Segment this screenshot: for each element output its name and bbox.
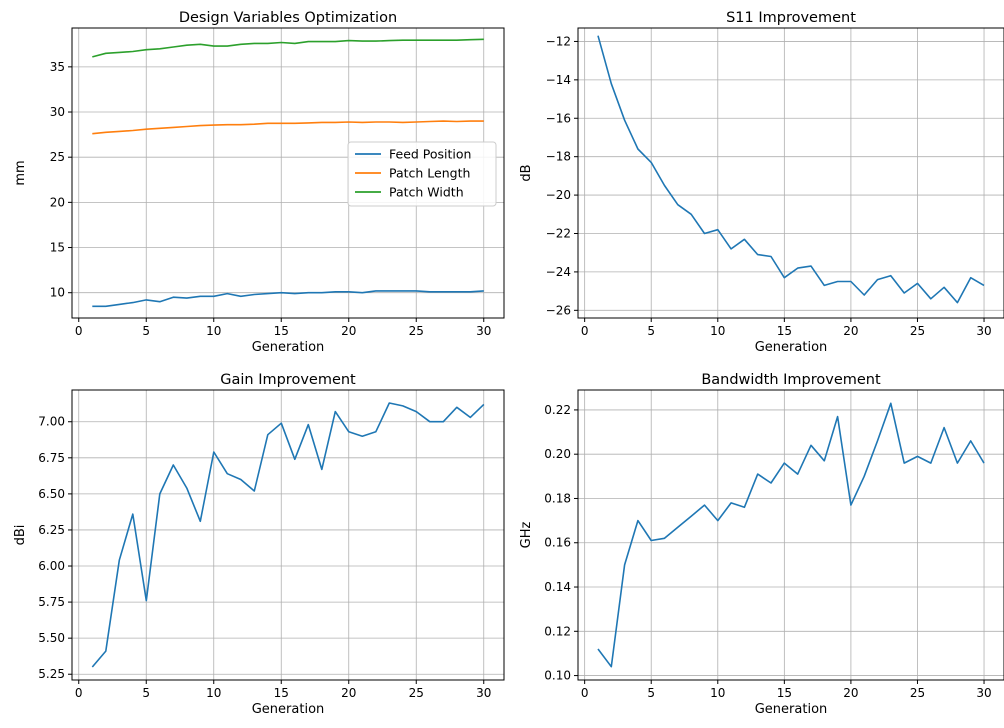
y-tick-label: 0.20	[544, 447, 571, 461]
chart-title: Gain Improvement	[220, 372, 356, 388]
chart-panel-2: 0 5 10 15 20 25 30 −26 −24 −22 −20 −18 −16 −14 −12 S11 …	[519, 10, 1004, 355]
y-tick-label: 0.16	[544, 536, 571, 550]
series-line-patch-width	[92, 38, 484, 58]
x-tick-label: 30	[976, 686, 991, 700]
x-tick-label: 15	[777, 324, 792, 338]
x-tick-label: 0	[75, 324, 83, 338]
legend: Feed Position Patch Length Patch Width	[347, 141, 497, 207]
y-tick-label: 10	[50, 286, 65, 300]
series-line-1	[91, 402, 485, 668]
y-tick-label: 20	[50, 195, 65, 209]
x-tick-label: 25	[910, 324, 925, 338]
series-line-feed-position	[92, 290, 484, 308]
series-line-1	[597, 402, 985, 668]
series-line-patch-length	[92, 120, 484, 135]
plot-area	[578, 28, 1004, 318]
chart-title: Design Variables Optimization	[179, 10, 397, 26]
x-axis-label: Generation	[252, 340, 325, 355]
y-tick-label: 6.50	[38, 487, 65, 501]
y-axis-label: dB	[519, 164, 534, 181]
legend-label: Patch Width	[389, 185, 464, 200]
x-tick-label: 10	[206, 686, 221, 700]
x-tick-label: 15	[274, 324, 289, 338]
x-tick-label: 5	[647, 324, 655, 338]
x-tick-label: 25	[910, 686, 925, 700]
x-tick-label: 0	[581, 324, 589, 338]
x-tick-label: 5	[142, 686, 150, 700]
y-tick-label: 35	[50, 60, 65, 74]
legend-label: Patch Length	[389, 166, 470, 181]
chart-panel-4: 0 5 10 15 20 25 30 0.10 0.12 0.14 0.16 0.18 0.20 0.22…	[519, 372, 1004, 717]
y-tick-label: −26	[546, 303, 571, 317]
y-tick-label: −24	[546, 265, 571, 279]
x-tick-label: 20	[341, 324, 356, 338]
y-tick-label: 0.14	[544, 580, 571, 594]
y-tick-label: 6.75	[38, 451, 65, 465]
y-tick-label: −18	[546, 150, 571, 164]
y-tick-label: 5.50	[38, 631, 65, 645]
x-tick-label: 5	[647, 686, 655, 700]
y-tick-label: 0.10	[544, 669, 571, 683]
chart-title: S11 Improvement	[726, 10, 856, 26]
y-axis-label: mm	[13, 160, 28, 185]
y-axis-label: dBi	[13, 525, 28, 546]
x-tick-label: 0	[75, 686, 83, 700]
plot-area	[578, 390, 1004, 680]
y-tick-label: 15	[50, 241, 65, 255]
x-tick-label: 30	[476, 686, 491, 700]
y-tick-label: −20	[546, 188, 571, 202]
plot-area	[72, 390, 504, 680]
y-tick-label: 0.18	[544, 491, 571, 505]
x-axis-label: Generation	[252, 702, 325, 717]
legend-label: Feed Position	[389, 147, 471, 162]
axes-frame	[577, 27, 1004, 319]
x-tick-label: 0	[581, 686, 589, 700]
y-tick-label: 5.25	[38, 667, 65, 681]
x-axis-label: Generation	[755, 340, 828, 355]
y-tick-label: 25	[50, 150, 65, 164]
x-tick-label: 20	[341, 686, 356, 700]
x-tick-label: 25	[409, 686, 424, 700]
y-tick-label: 30	[50, 105, 65, 119]
x-axis-label: Generation	[755, 702, 828, 717]
chart-panel-1: 0 5 10 15 20 25 30 10 15 20 25 30 35 Design Variables…	[13, 10, 505, 355]
x-tick-label: 30	[476, 324, 491, 338]
y-tick-label: −12	[546, 34, 571, 48]
x-tick-label: 10	[710, 324, 725, 338]
axes-frame	[71, 27, 505, 319]
x-tick-label: 30	[976, 324, 991, 338]
chart-title: Bandwidth Improvement	[701, 372, 881, 388]
x-tick-label: 15	[777, 686, 792, 700]
y-tick-label: 0.22	[544, 403, 571, 417]
y-tick-label: 7.00	[38, 415, 65, 429]
series-line-1	[597, 35, 985, 304]
x-tick-label: 15	[274, 686, 289, 700]
y-tick-label: 0.12	[544, 624, 571, 638]
axes-frame	[71, 389, 505, 681]
y-tick-label: −14	[546, 73, 571, 87]
y-tick-label: 6.25	[38, 523, 65, 537]
legend-box	[347, 141, 497, 207]
y-tick-label: 6.00	[38, 559, 65, 573]
y-tick-label: −22	[546, 226, 571, 240]
x-tick-label: 10	[206, 324, 221, 338]
y-tick-label: 5.75	[38, 595, 65, 609]
x-tick-label: 20	[843, 324, 858, 338]
x-tick-label: 10	[710, 686, 725, 700]
x-tick-label: 25	[409, 324, 424, 338]
axes-frame	[577, 389, 1004, 681]
x-tick-label: 5	[142, 324, 150, 338]
y-axis-label: GHz	[519, 521, 534, 548]
chart-panel-3: 0 5 10 15 20 25 30 5.25 5.50 5.75 6.00 6.25 6.50 6.75…	[13, 372, 505, 717]
y-tick-label: −16	[546, 111, 571, 125]
x-tick-label: 20	[843, 686, 858, 700]
